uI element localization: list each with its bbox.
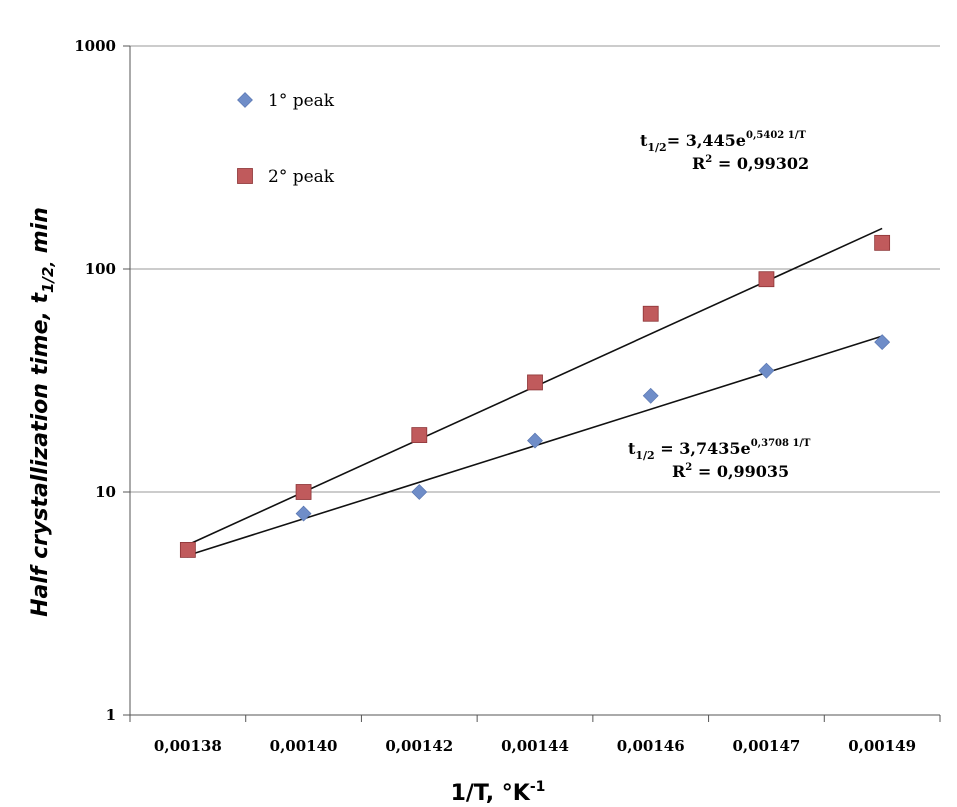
equation-2nd-peak: t1/2= 3,445e0,5402 1/T <box>640 130 806 154</box>
trendlines <box>187 227 883 557</box>
x-tick-label: 0,00138 <box>154 737 222 755</box>
point-2nd-peak <box>758 271 775 288</box>
equation-1st-peak: t1/2 = 3,7435e0,3708 1/T <box>628 438 811 462</box>
legend-marker-2 <box>237 168 253 184</box>
point-2nd-peak <box>874 234 891 251</box>
x-tick-label: 0,00140 <box>270 737 338 755</box>
data-points <box>179 234 891 558</box>
x-tick-label: 0,00144 <box>501 737 569 755</box>
legend: 1° peak 2° peak <box>237 91 335 187</box>
r2-1st-peak: R2 = 0,99035 <box>672 462 789 481</box>
x-tick-label: 0,00147 <box>732 737 800 755</box>
point-2nd-peak <box>527 374 543 391</box>
axes <box>123 45 941 722</box>
x-tick-label: 0,00146 <box>617 737 685 755</box>
grid <box>130 45 940 493</box>
legend-marker-1 <box>237 92 253 108</box>
y-tick-label: 10 <box>95 483 116 501</box>
legend-label-2: 2° peak <box>268 167 335 187</box>
y-axis-title: Half crystallization time, t1/2, min <box>28 207 57 617</box>
point-1st-peak <box>527 432 543 449</box>
x-axis-title: 1/T, °K-1 <box>451 779 546 806</box>
point-1st-peak <box>411 484 428 500</box>
point-1st-peak <box>874 334 891 351</box>
point-2nd-peak <box>295 484 312 500</box>
point-2nd-peak <box>179 541 196 558</box>
y-tick-label: 1 <box>106 706 116 724</box>
legend-label-1: 1° peak <box>268 91 335 111</box>
point-2nd-peak <box>411 427 428 443</box>
point-1st-peak <box>295 505 312 522</box>
x-tick-label: 0,00142 <box>385 737 453 755</box>
tick-labels: 1 10 100 1000 0,00138 0,00140 0,00142 0,00144 0,… <box>74 37 916 755</box>
x-tick-label: 0,00149 <box>848 737 916 755</box>
y-tick-label: 100 <box>85 260 116 278</box>
r2-2nd-peak: R2 = 0,99302 <box>692 154 809 173</box>
point-2nd-peak <box>642 305 659 322</box>
y-tick-label: 1000 <box>74 37 116 55</box>
point-1st-peak <box>758 362 775 379</box>
point-1st-peak <box>642 387 659 404</box>
